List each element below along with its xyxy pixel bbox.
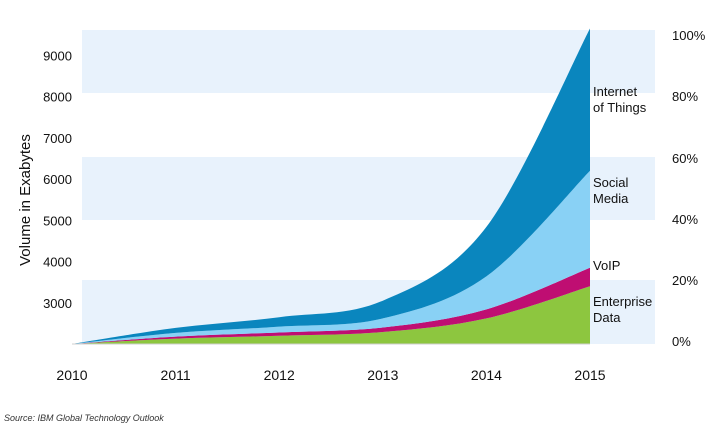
x-tick-label: 2012 xyxy=(264,367,295,383)
area-social-media xyxy=(72,170,590,344)
y-tick-label: 8000 xyxy=(43,90,72,105)
y-tick-label: 5000 xyxy=(43,213,72,228)
y-tick-label: 3000 xyxy=(43,296,72,311)
right-axis-tick-label: 40% xyxy=(672,212,698,227)
series-label-internet-of-things: of Things xyxy=(593,100,647,115)
area-internet-of-things xyxy=(72,28,590,344)
series-label-enterprise-data: Data xyxy=(593,310,621,325)
right-axis-tick-label: 0% xyxy=(672,334,691,349)
y-tick-label: 6000 xyxy=(43,172,72,187)
area-enterprise-data xyxy=(72,286,590,344)
y-tick-label: 7000 xyxy=(43,131,72,146)
x-tick-label: 2010 xyxy=(56,367,87,383)
y-tick-label: 4000 xyxy=(43,255,72,270)
y-tick-label: 9000 xyxy=(43,48,72,63)
y-axis-ticks: 3000 4000 5000 6000 7000 8000 9000 xyxy=(43,48,72,311)
chart-areas xyxy=(72,28,590,344)
right-axis-tick-label: 60% xyxy=(672,151,698,166)
x-tick-label: 2015 xyxy=(574,367,605,383)
right-axis-tick-label: 20% xyxy=(672,273,698,288)
series-label-voip: VoIP xyxy=(593,258,620,273)
x-tick-label: 2013 xyxy=(367,367,398,383)
x-tick-label: 2011 xyxy=(161,367,191,383)
series-label-social-media: Social xyxy=(593,175,629,190)
source-note: Source: IBM Global Technology Outlook xyxy=(4,413,164,423)
series-label-internet-of-things: Internet xyxy=(593,84,637,99)
series-label-enterprise-data: Enterprise xyxy=(593,294,652,309)
right-axis-tick-label: 80% xyxy=(672,89,698,104)
x-axis-ticks: 2010 2011 2012 2013 2014 2015 xyxy=(56,367,605,383)
grid-band xyxy=(82,30,655,93)
x-tick-label: 2014 xyxy=(471,367,502,383)
right-axis-tick-label: 100% xyxy=(672,28,706,43)
series-label-social-media: Media xyxy=(593,191,629,206)
right-axis-ticks: 0% 20% 40% 60% 80% 100% xyxy=(672,28,706,349)
y-axis-title: Volume in Exabytes xyxy=(17,134,34,266)
